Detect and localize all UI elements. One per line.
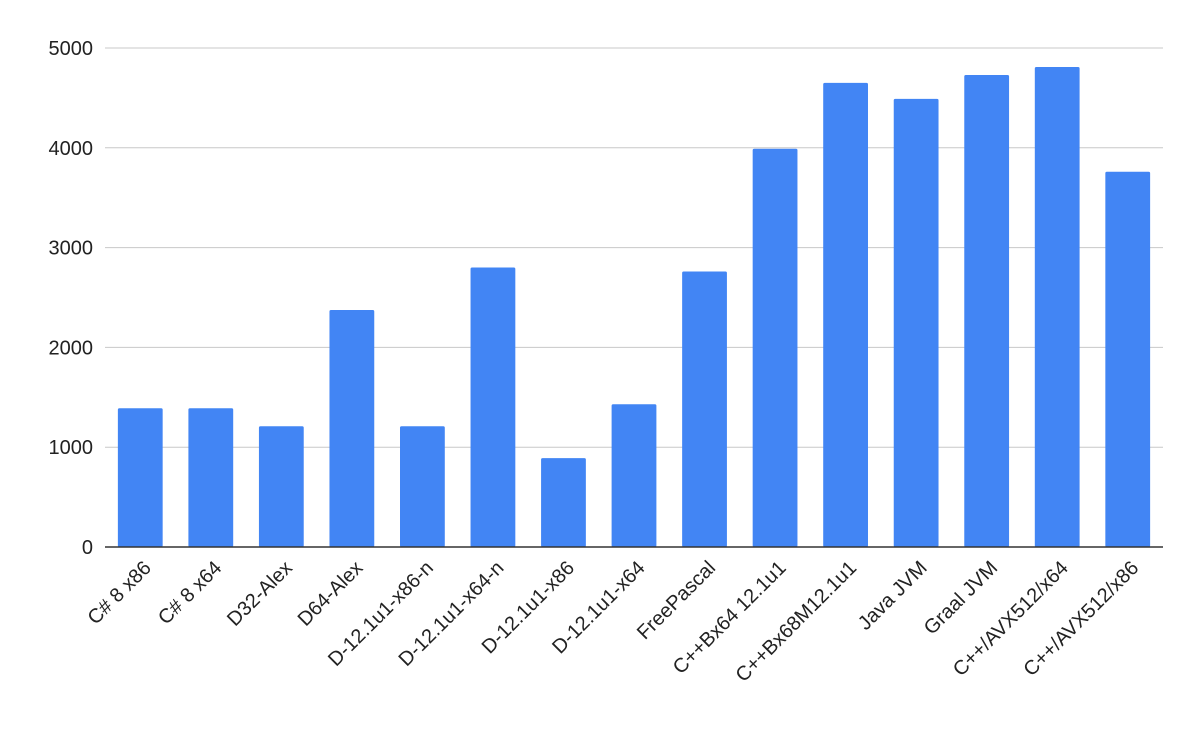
- x-tick-label: D64-Alex: [294, 557, 368, 631]
- bar: [823, 82, 868, 548]
- y-tick-label: 0: [82, 537, 93, 559]
- x-tick-label: C++Bx68M12.1u1: [732, 557, 862, 687]
- bar: [258, 426, 304, 547]
- y-tick-label: 2000: [49, 337, 94, 359]
- x-tick-label: C# 8 x86: [84, 557, 156, 629]
- bar: [1105, 171, 1151, 547]
- y-tick-label: 1000: [49, 437, 94, 459]
- bar: [329, 309, 375, 547]
- x-tick-label: D32-Alex: [223, 557, 297, 631]
- y-axis-tick-labels: 0 1000 2000 3000 4000 5000: [49, 38, 94, 559]
- y-tick-label: 3000: [49, 238, 94, 260]
- bar: [188, 408, 234, 547]
- bar: [893, 98, 939, 547]
- bar: [1034, 66, 1080, 547]
- bar: [541, 458, 586, 547]
- bar: [117, 408, 163, 547]
- bar: [682, 271, 727, 547]
- bar: [611, 404, 657, 547]
- bar: [752, 148, 798, 547]
- y-tick-label: 4000: [49, 138, 94, 160]
- bar: [400, 426, 445, 547]
- bar: [964, 74, 1010, 548]
- y-tick-label: 5000: [49, 38, 94, 60]
- bars: [117, 66, 1151, 548]
- bar: [470, 267, 516, 547]
- x-tick-label: C# 8 x64: [154, 557, 226, 629]
